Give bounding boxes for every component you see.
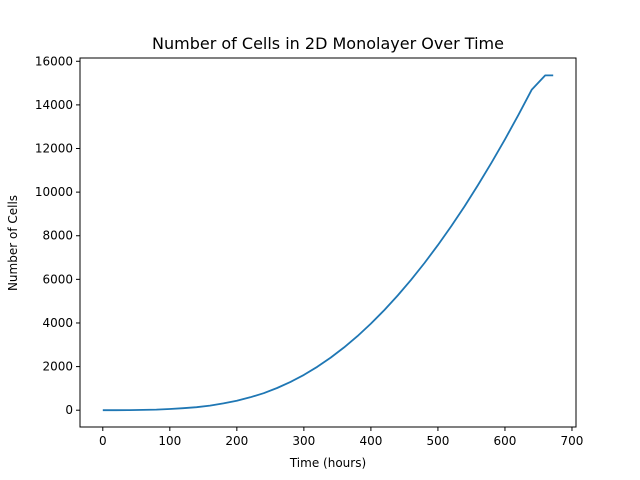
y-axis-label: Number of Cells (6, 195, 20, 291)
x-tick-label: 400 (359, 434, 382, 448)
series-line-cells (102, 74, 554, 412)
chart-title: Number of Cells in 2D Monolayer Over Tim… (152, 34, 504, 53)
y-tick-label: 6000 (42, 272, 73, 286)
y-axis-ticks: 0 2000 4000 6000 8000 10000 12000 14000 16000 (35, 54, 80, 417)
y-tick-label: 8000 (42, 229, 73, 243)
y-tick-label: 2000 (42, 360, 73, 374)
y-tick-label: 12000 (35, 142, 73, 156)
plot-area (80, 58, 576, 427)
y-tick-label: 16000 (35, 54, 73, 68)
y-tick-label: 10000 (35, 185, 73, 199)
y-tick-label: 0 (65, 403, 73, 417)
x-tick-label: 600 (493, 434, 516, 448)
x-tick-label: 500 (426, 434, 449, 448)
x-tick-label: 700 (561, 434, 584, 448)
x-axis-label: Time (hours) (289, 456, 366, 470)
plot-frame (79, 57, 577, 428)
x-tick-label: 0 (99, 434, 107, 448)
x-tick-label: 200 (225, 434, 248, 448)
y-tick-label: 14000 (35, 98, 73, 112)
x-tick-label: 300 (292, 434, 315, 448)
x-tick-label: 100 (158, 434, 181, 448)
x-axis-ticks: 0 100 200 300 400 500 600 700 (99, 427, 583, 448)
y-tick-label: 4000 (42, 316, 73, 330)
